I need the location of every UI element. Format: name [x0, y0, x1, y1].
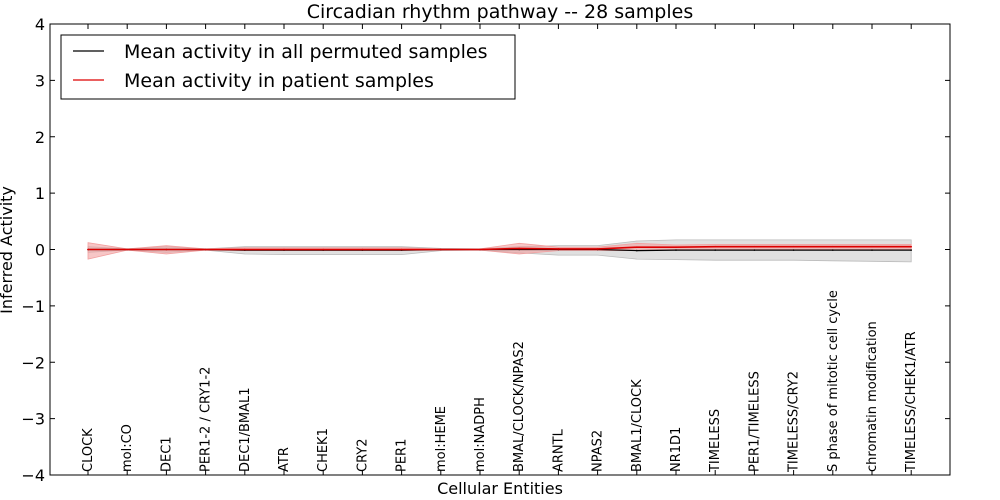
patient-point — [165, 248, 168, 251]
patient-point — [714, 245, 716, 248]
patient-point — [636, 246, 638, 248]
y-tick-label: 4 — [35, 15, 45, 34]
x-category-label: CHEK1 — [316, 428, 331, 472]
patient-point — [596, 248, 599, 250]
chart-title: Circadian rhythm pathway -- 28 samples — [307, 1, 694, 23]
x-category-label: mol:HEME — [434, 406, 449, 472]
permuted-point — [871, 249, 873, 251]
y-axis-title: Inferred Activity — [0, 186, 16, 314]
y-tick-label: 3 — [35, 71, 45, 90]
y-tick-label: −4 — [21, 466, 45, 485]
patient-point — [126, 248, 128, 251]
y-tick-label: −1 — [21, 297, 45, 316]
x-category-label: TIMELESS/CHEK1/ATR — [904, 331, 919, 473]
x-category-label: mol:NADPH — [473, 397, 488, 472]
permuted-point — [753, 249, 756, 251]
permuted-point — [714, 249, 716, 251]
patient-point — [910, 245, 912, 248]
patient-point — [400, 248, 403, 251]
patient-point — [479, 248, 481, 251]
x-category-label: TIMELESS — [708, 409, 723, 473]
legend: Mean activity in all permuted samples Me… — [60, 34, 516, 100]
patient-point — [792, 245, 795, 248]
permuted-point — [832, 249, 834, 251]
x-category-label: PER1 — [395, 439, 410, 472]
y-tick-label: 1 — [35, 184, 45, 203]
permuted-point — [675, 249, 677, 251]
x-category-label: chromatin modification — [865, 321, 880, 472]
x-category-label: CLOCK — [81, 428, 96, 472]
patient-point — [557, 248, 560, 250]
x-category-label: ARNTL — [551, 428, 566, 472]
permuted-point — [792, 249, 795, 251]
patient-point — [518, 247, 520, 250]
patient-point — [832, 245, 834, 248]
x-category-label: DEC1/BMAL1 — [238, 388, 253, 473]
legend-box — [60, 34, 516, 100]
legend-label-patient: Mean activity in patient samples — [124, 70, 434, 92]
x-category-label: S phase of mitotic cell cycle — [826, 290, 841, 472]
x-category-label: BMAL1/CLOCK — [630, 379, 645, 472]
y-tick-label: −3 — [21, 410, 45, 429]
permuted-point — [910, 249, 912, 251]
y-tick-label: 2 — [35, 128, 45, 147]
x-category-label: TIMELESS/CRY2 — [787, 371, 802, 473]
x-category-label: DEC1 — [159, 436, 174, 472]
x-category-label: BMAL/CLOCK/NPAS2 — [512, 341, 527, 472]
x-category-label: CRY2 — [355, 439, 370, 473]
patient-mean-line — [88, 245, 912, 251]
patient-point — [675, 246, 677, 248]
patient-point — [244, 248, 246, 251]
x-category-label: ATR — [277, 447, 292, 472]
y-tick-label: −2 — [21, 353, 45, 372]
patient-point — [753, 245, 756, 248]
patient-point — [204, 248, 207, 251]
x-category-label: mol:CO — [120, 424, 135, 472]
x-axis-title: Cellular Entities — [437, 479, 563, 498]
y-tick-label: 0 — [35, 241, 45, 260]
patient-point — [440, 248, 442, 251]
patient-point — [87, 248, 89, 251]
x-category-label: NR1D1 — [669, 427, 684, 472]
permuted-point — [636, 249, 638, 252]
patient-point — [283, 248, 285, 251]
patient-point — [322, 248, 325, 251]
patient-point — [871, 245, 873, 248]
legend-label-permuted: Mean activity in all permuted samples — [124, 41, 487, 63]
x-category-label: NPAS2 — [591, 430, 606, 472]
x-category-label: PER1/TIMELESS — [747, 371, 762, 472]
patient-point — [361, 248, 364, 251]
x-category-label: PER1-2 / CRY1-2 — [199, 367, 214, 472]
